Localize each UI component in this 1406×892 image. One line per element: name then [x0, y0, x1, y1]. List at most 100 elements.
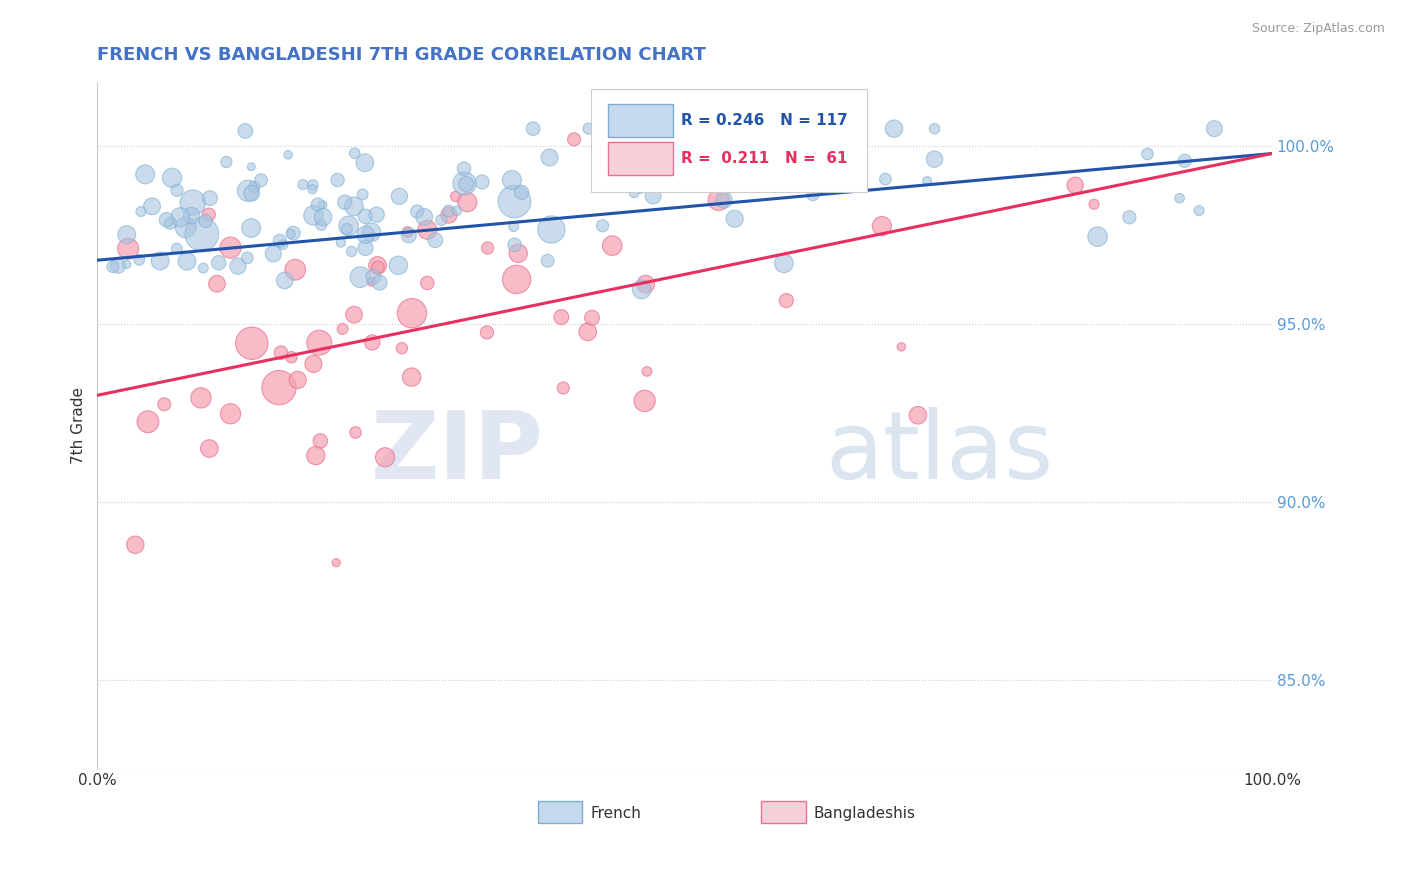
Point — [180, 209, 202, 223]
Point — [198, 442, 221, 456]
Point — [924, 152, 946, 166]
Point — [149, 254, 172, 268]
Point — [592, 219, 614, 233]
Point — [191, 227, 214, 241]
Point — [387, 258, 409, 272]
Point — [1204, 121, 1226, 136]
Point — [924, 121, 946, 136]
Point — [215, 155, 238, 169]
Point — [623, 171, 645, 186]
Point — [907, 409, 929, 423]
Point — [503, 237, 526, 252]
Point — [707, 193, 730, 207]
Point — [302, 209, 325, 223]
Point — [190, 391, 212, 405]
Point — [343, 308, 366, 322]
Point — [174, 220, 197, 235]
Point — [333, 195, 356, 210]
Point — [367, 259, 389, 273]
Point — [510, 186, 533, 200]
Point — [596, 121, 619, 136]
Point — [363, 269, 385, 284]
Point — [1188, 203, 1211, 218]
Point — [360, 275, 382, 289]
Point — [636, 364, 658, 378]
Point — [713, 193, 735, 207]
Point — [134, 167, 156, 181]
Point — [562, 132, 585, 146]
Point — [581, 310, 603, 325]
Point — [747, 127, 769, 141]
Point — [475, 326, 498, 340]
Text: R =  0.211   N =  61: R = 0.211 N = 61 — [681, 151, 848, 166]
Point — [453, 161, 475, 176]
Point — [550, 310, 572, 325]
Point — [540, 222, 562, 236]
Point — [354, 241, 377, 255]
Point — [360, 225, 382, 239]
Point — [307, 197, 329, 211]
Point — [624, 132, 647, 146]
Point — [280, 227, 302, 241]
Point — [107, 259, 129, 273]
Point — [233, 124, 256, 138]
Point — [352, 187, 374, 202]
Point — [129, 204, 152, 219]
Point — [846, 148, 869, 162]
Point — [269, 234, 291, 248]
Point — [159, 216, 181, 230]
Point — [308, 335, 330, 350]
Point — [267, 381, 290, 395]
Point — [505, 272, 527, 286]
Point — [915, 174, 938, 188]
Point — [401, 306, 423, 320]
Point — [367, 260, 389, 275]
Point — [219, 241, 242, 255]
Point — [501, 173, 523, 187]
Point — [773, 256, 796, 270]
Text: FRENCH VS BANGLADESHI 7TH GRADE CORRELATION CHART: FRENCH VS BANGLADESHI 7TH GRADE CORRELAT… — [97, 46, 706, 64]
Point — [536, 253, 558, 268]
Point — [340, 244, 363, 259]
Point — [633, 393, 655, 408]
Point — [453, 177, 475, 191]
Point — [875, 172, 897, 186]
Point — [600, 238, 623, 252]
Point — [416, 223, 439, 237]
Point — [391, 341, 413, 355]
Point — [136, 415, 159, 429]
Point — [446, 203, 468, 218]
Point — [368, 276, 391, 290]
Point — [176, 254, 198, 268]
Point — [240, 160, 263, 174]
Point — [538, 151, 561, 165]
Point — [153, 397, 176, 411]
Point — [301, 182, 323, 196]
Text: Bangladeshis: Bangladeshis — [814, 805, 915, 821]
Point — [374, 450, 396, 465]
Point — [630, 282, 652, 296]
Point — [628, 181, 651, 195]
Point — [471, 175, 494, 189]
Point — [650, 132, 672, 146]
Text: Source: ZipAtlas.com: Source: ZipAtlas.com — [1251, 22, 1385, 36]
Point — [262, 247, 284, 261]
Point — [762, 143, 785, 157]
Y-axis label: 7th Grade: 7th Grade — [72, 387, 86, 464]
Point — [309, 434, 332, 448]
Point — [240, 336, 263, 351]
Point — [240, 221, 263, 235]
Point — [344, 425, 367, 440]
Point — [416, 276, 439, 290]
Point — [343, 199, 366, 213]
Point — [236, 184, 259, 198]
Point — [101, 260, 124, 274]
Point — [724, 211, 747, 226]
Point — [430, 213, 453, 227]
Point — [205, 277, 228, 291]
Point — [1118, 211, 1140, 225]
Point — [354, 210, 377, 224]
FancyBboxPatch shape — [591, 89, 866, 192]
Point — [396, 225, 419, 239]
Point — [801, 187, 824, 202]
